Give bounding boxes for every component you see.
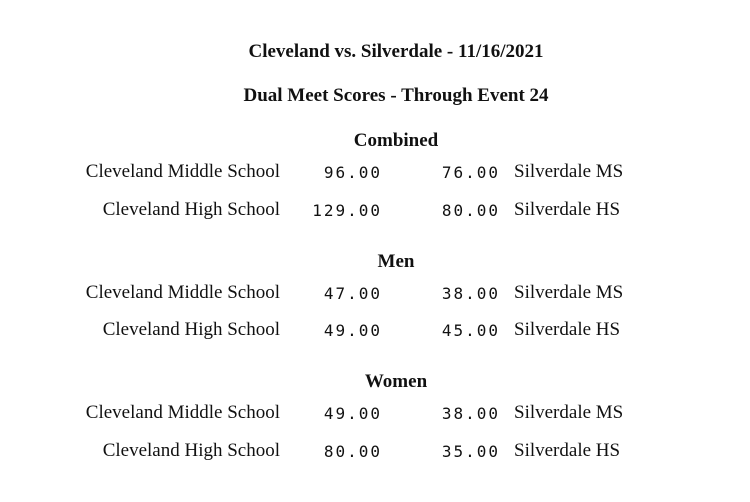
home-team-score: 80.00: [323, 442, 382, 461]
home-team-score: 49.00: [323, 321, 382, 340]
home-team-score: 49.00: [323, 404, 382, 423]
away-team-name: Silverdale HS: [514, 440, 621, 461]
score-row: Cleveland High School 49.00 45.00 Silver…: [0, 319, 750, 345]
home-team-name: Cleveland High School: [102, 440, 280, 461]
home-team-name: Cleveland High School: [102, 199, 280, 220]
score-row: Cleveland Middle School 96.00 76.00 Silv…: [0, 161, 750, 187]
home-team-name: Cleveland High School: [102, 319, 280, 340]
home-team-name: Cleveland Middle School: [85, 402, 280, 423]
home-team-score: 96.00: [323, 163, 382, 182]
away-team-score: 76.00: [441, 163, 500, 182]
section-heading-combined: Combined: [353, 130, 439, 151]
home-team-score: 129.00: [312, 201, 382, 220]
score-row: Cleveland Middle School 47.00 38.00 Silv…: [0, 282, 750, 308]
away-team-score: 38.00: [441, 404, 500, 423]
away-team-score: 80.00: [441, 201, 500, 220]
away-team-score: 45.00: [441, 321, 500, 340]
away-team-score: 38.00: [441, 284, 500, 303]
away-team-name: Silverdale HS: [514, 319, 621, 340]
score-row: Cleveland Middle School 49.00 38.00 Silv…: [0, 402, 750, 428]
section-heading-men: Men: [377, 251, 415, 272]
score-row: Cleveland High School 129.00 80.00 Silve…: [0, 199, 750, 225]
away-team-name: Silverdale MS: [514, 161, 624, 182]
score-row: Cleveland High School 80.00 35.00 Silver…: [0, 440, 750, 466]
home-team-name: Cleveland Middle School: [85, 161, 280, 182]
away-team-score: 35.00: [441, 442, 500, 461]
page-title: Cleveland vs. Silverdale - 11/16/2021: [248, 41, 544, 62]
page-subtitle: Dual Meet Scores - Through Event 24: [243, 85, 549, 106]
home-team-score: 47.00: [323, 284, 382, 303]
away-team-name: Silverdale MS: [514, 282, 624, 303]
away-team-name: Silverdale MS: [514, 402, 624, 423]
home-team-name: Cleveland Middle School: [85, 282, 280, 303]
away-team-name: Silverdale HS: [514, 199, 621, 220]
section-heading-women: Women: [364, 371, 428, 392]
